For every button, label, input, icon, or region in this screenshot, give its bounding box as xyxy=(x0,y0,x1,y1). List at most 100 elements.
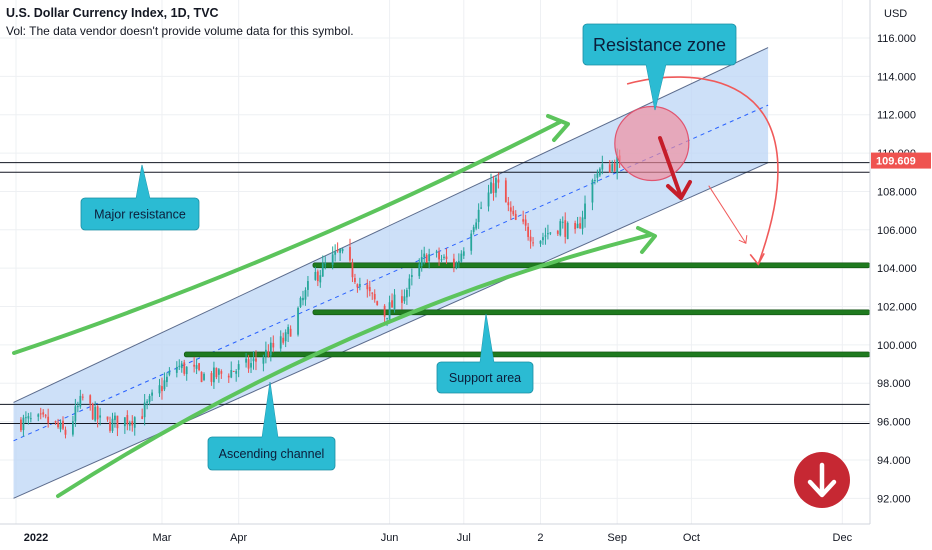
green-trend-arrows xyxy=(12,114,657,498)
candle-body xyxy=(566,222,569,239)
candle-body xyxy=(146,401,149,403)
candle-body xyxy=(264,349,267,357)
candle-body xyxy=(373,293,376,300)
x-tick-label: 2 xyxy=(537,532,543,544)
candle-body xyxy=(185,366,188,375)
candle-body xyxy=(316,271,319,282)
candle-body xyxy=(297,307,299,335)
candle-body xyxy=(410,275,413,278)
y-tick-label: 96.000 xyxy=(877,417,911,429)
candle-body xyxy=(195,365,198,369)
price-axis-bg xyxy=(870,0,932,550)
candle-body xyxy=(255,358,257,362)
down-arrow-badge xyxy=(794,452,850,508)
candle-body xyxy=(460,253,463,262)
candle-body xyxy=(215,367,218,378)
candle-body xyxy=(64,429,67,435)
candle-body xyxy=(37,414,40,417)
projection-arrow xyxy=(708,185,747,244)
candle-body xyxy=(96,406,99,420)
candle-body xyxy=(47,416,50,423)
resistance-circle xyxy=(614,105,690,182)
candle-body xyxy=(584,203,586,220)
candle-body xyxy=(601,164,604,170)
x-tick-label: Jun xyxy=(381,532,399,544)
candle-body xyxy=(230,370,233,378)
candle-body xyxy=(549,232,552,234)
candle-body xyxy=(282,337,285,343)
callout-ascending-channel: Ascending channel xyxy=(207,381,336,471)
candle-body xyxy=(616,156,619,174)
candle-body xyxy=(299,297,302,307)
callout-support-area: Support area xyxy=(436,313,534,394)
candle-body xyxy=(319,275,322,283)
candle-body xyxy=(527,226,530,237)
candle-body xyxy=(440,259,443,261)
candle-body xyxy=(250,363,252,368)
candle-body xyxy=(178,365,181,367)
candle-body xyxy=(457,260,460,263)
candle-body xyxy=(210,373,213,382)
callout-resistance-zone-pointer-cover xyxy=(646,64,666,110)
chart-title: U.S. Dollar Currency Index, 1D, TVC xyxy=(6,6,219,20)
candle-body xyxy=(544,235,547,237)
candle-body xyxy=(480,207,483,209)
candle-body xyxy=(514,213,517,220)
candle-body xyxy=(111,418,114,431)
candle-body xyxy=(24,417,27,419)
candle-body xyxy=(143,402,146,418)
green-arrow-lower xyxy=(56,233,652,498)
candle-body xyxy=(539,240,542,244)
green-arrow-upper xyxy=(12,120,562,355)
candle-body xyxy=(522,219,525,222)
x-tick-label: 2022 xyxy=(24,532,48,544)
candle-body xyxy=(168,371,171,375)
candle-body xyxy=(608,164,611,173)
last-price-tag xyxy=(871,152,931,169)
callout-ascending-channel-label: Ascending channel xyxy=(219,447,325,461)
channel-lower-line xyxy=(13,162,769,499)
candle-body xyxy=(393,294,396,309)
candle-body xyxy=(94,406,97,421)
candle-body xyxy=(89,395,92,404)
candle-body xyxy=(462,251,465,256)
candle-body xyxy=(324,263,327,265)
candle-body xyxy=(339,249,341,253)
candle-body xyxy=(349,247,351,261)
candle-body xyxy=(183,362,186,374)
candle-body xyxy=(334,251,337,255)
callout-major-resistance-pointer-cover xyxy=(136,165,150,199)
candle-body xyxy=(351,262,354,278)
candle-body xyxy=(141,416,144,419)
candle-body xyxy=(529,236,532,242)
candle-body xyxy=(391,300,393,308)
candle-body xyxy=(27,416,30,419)
candle-body xyxy=(106,416,109,420)
candle-body xyxy=(304,290,307,300)
candle-body xyxy=(72,421,74,435)
candle-body xyxy=(245,358,247,363)
candle-body xyxy=(386,317,388,319)
candle-body xyxy=(509,207,512,212)
candle-body xyxy=(492,183,495,193)
candle-body xyxy=(443,256,445,258)
x-tick-label: Jul xyxy=(457,532,471,544)
x-tick-label: Dec xyxy=(833,532,853,544)
candle-body xyxy=(596,173,599,178)
candle-body xyxy=(470,233,473,251)
candle-body xyxy=(574,223,577,230)
candle-body xyxy=(490,182,492,194)
candle-body xyxy=(198,363,200,371)
candle-body xyxy=(383,305,386,317)
candle-body xyxy=(252,358,255,362)
candle-body xyxy=(74,406,77,422)
candle-body xyxy=(475,222,478,229)
candle-body xyxy=(341,248,344,252)
candle-body xyxy=(472,227,475,232)
candle-body xyxy=(435,251,438,253)
y-tick-label: 104.000 xyxy=(877,263,917,275)
candle-body xyxy=(151,392,153,396)
candle-body xyxy=(336,249,339,252)
candle-body xyxy=(217,369,220,375)
candle-body xyxy=(354,278,356,283)
